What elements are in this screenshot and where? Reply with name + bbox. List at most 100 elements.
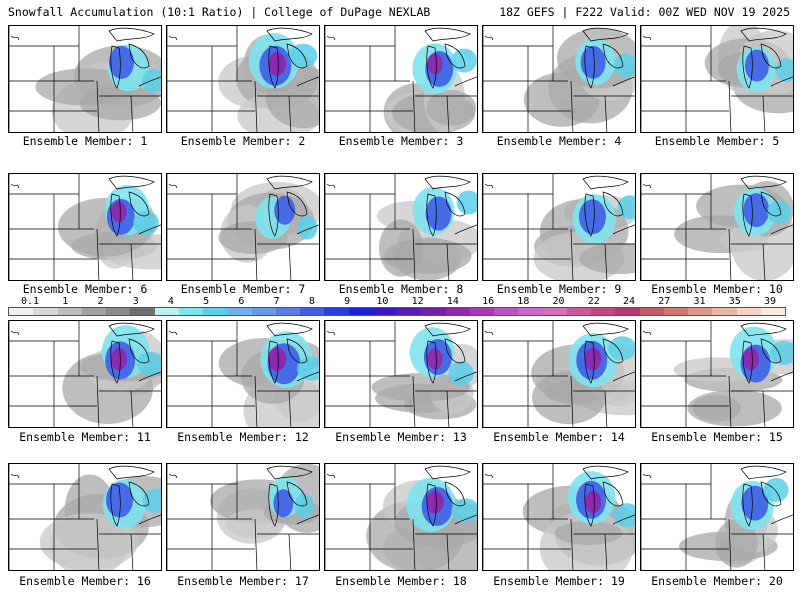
colorbar-labels: 0.1 1 2 3 4 5 6 7 8 9 10 12 14 16 18 20 22 24 27 31 35 39 — [0, 296, 800, 308]
state-boundaries — [325, 464, 477, 570]
colorbar-swatch — [542, 308, 567, 315]
state-boundaries — [483, 174, 635, 280]
ensemble-member-label: Ensemble Member: 14 — [493, 430, 625, 444]
state-boundaries — [9, 464, 161, 570]
colorbar-tick-label: 0.1 — [20, 296, 40, 307]
snowfall-swath-heavy — [568, 333, 635, 388]
ensemble-map-panel — [640, 25, 794, 133]
colorbar-swatch — [591, 308, 616, 315]
ensemble-map-panel — [482, 463, 636, 571]
colorbar-swatch — [566, 308, 591, 315]
snowfall-map — [641, 464, 793, 570]
colorbar-swatch — [421, 308, 446, 315]
snowfall-map — [641, 321, 793, 427]
snowfall-swath-heavy — [730, 477, 789, 531]
state-boundaries — [641, 174, 793, 280]
ensemble-map-panel — [640, 320, 794, 428]
colorbar-swatch — [615, 308, 640, 315]
snowfall-map — [641, 174, 793, 280]
ensemble-map-panel — [482, 320, 636, 428]
ensemble-map-panel — [166, 25, 320, 133]
colorbar-swatch — [227, 308, 252, 315]
colorbar-tick-label: 16 — [482, 296, 495, 307]
colorbar-swatch — [300, 308, 325, 315]
ensemble-member-label: Ensemble Member: 2 — [180, 134, 306, 148]
snowfall-swath-heavy — [412, 186, 477, 235]
colorbar-swatch — [57, 308, 82, 315]
snowfall-map — [167, 321, 319, 427]
snowfall-swath-heavy — [104, 185, 159, 236]
state-boundaries — [167, 464, 319, 570]
colorbar-swatch — [663, 308, 688, 315]
colorbar-tick-label: 18 — [517, 296, 530, 307]
ensemble-map-panel — [8, 25, 162, 133]
colorbar-swatch — [154, 308, 179, 315]
ensemble-map-panel — [482, 25, 636, 133]
snowfall-swath-gray — [674, 181, 793, 280]
snowfall-swath-gray — [39, 474, 161, 570]
colorbar-swatch — [688, 308, 713, 315]
ensemble-map-panel — [8, 320, 162, 428]
colorbar-tick-label: 27 — [658, 296, 671, 307]
ensemble-map-panel — [8, 173, 162, 281]
snowfall-swath-heavy — [729, 326, 793, 383]
colorbar-tick-label: 35 — [728, 296, 741, 307]
colorbar-tick-label: 2 — [97, 296, 104, 307]
colorbar-swatch — [397, 308, 422, 315]
ensemble-member-label: Ensemble Member: 6 — [22, 282, 148, 296]
colorbar-swatch — [348, 308, 373, 315]
colorbar-tick-label: 8 — [308, 296, 315, 307]
ensemble-member-label: Ensemble Member: 8 — [338, 282, 464, 296]
colorbar-swatch — [178, 308, 203, 315]
state-boundaries — [641, 321, 793, 427]
colorbar-tick-label: 22 — [587, 296, 600, 307]
ensemble-member-label: Ensemble Member: 20 — [651, 574, 783, 588]
ensemble-member-label: Ensemble Member: 1 — [22, 134, 148, 148]
colorbar-swatch — [445, 308, 470, 315]
colorbar-tick-label: 10 — [376, 296, 389, 307]
snowfall-map — [9, 321, 161, 427]
colorbar-swatch — [712, 308, 737, 315]
ensemble-map-panel — [166, 320, 320, 428]
state-boundaries — [9, 26, 161, 132]
colorbar-tick-label: 14 — [446, 296, 459, 307]
colorbar-tick-label: 20 — [552, 296, 565, 307]
snowfall-colorbar — [8, 307, 786, 316]
colorbar-swatch — [203, 308, 228, 315]
state-boundaries — [325, 174, 477, 280]
colorbar-swatch — [9, 308, 34, 315]
ensemble-member-label: Ensemble Member: 7 — [180, 282, 306, 296]
colorbar-tick-label: 4 — [167, 296, 174, 307]
ensemble-member-label: Ensemble Member: 9 — [496, 282, 622, 296]
snowfall-map — [9, 464, 161, 570]
snowfall-swath-heavy — [406, 477, 477, 532]
colorbar-tick-label: 12 — [411, 296, 424, 307]
colorbar-tick-label: 7 — [273, 296, 280, 307]
snowfall-map — [483, 26, 635, 132]
snowfall-map — [325, 26, 477, 132]
colorbar-tick-label: 1 — [62, 296, 69, 307]
snowfall-swath-heavy — [412, 43, 477, 94]
ensemble-map-panel — [324, 463, 478, 571]
ensemble-member-label: Ensemble Member: 13 — [335, 430, 467, 444]
snowfall-swath-gray — [523, 28, 635, 127]
state-boundaries — [9, 174, 161, 280]
colorbar-swatch — [518, 308, 543, 315]
colorbar-swatch — [33, 308, 58, 315]
ensemble-map-panel — [640, 463, 794, 571]
snowfall-swath-heavy — [409, 327, 474, 386]
state-boundaries — [325, 321, 477, 427]
ensemble-map-panel — [166, 173, 320, 281]
colorbar-tick-label: 9 — [344, 296, 351, 307]
colorbar-tick-label: 39 — [763, 296, 777, 307]
colorbar-swatch — [251, 308, 276, 315]
ensemble-member-label: Ensemble Member: 15 — [651, 430, 783, 444]
colorbar-swatch — [324, 308, 349, 315]
colorbar-swatch — [639, 308, 664, 315]
colorbar-tick-label: 31 — [693, 296, 706, 307]
ensemble-member-label: Ensemble Member: 16 — [19, 574, 151, 588]
ensemble-map-panel — [324, 25, 478, 133]
colorbar-tick-label: 6 — [238, 296, 245, 307]
snowfall-map — [9, 26, 161, 132]
snowfall-map — [325, 174, 477, 280]
